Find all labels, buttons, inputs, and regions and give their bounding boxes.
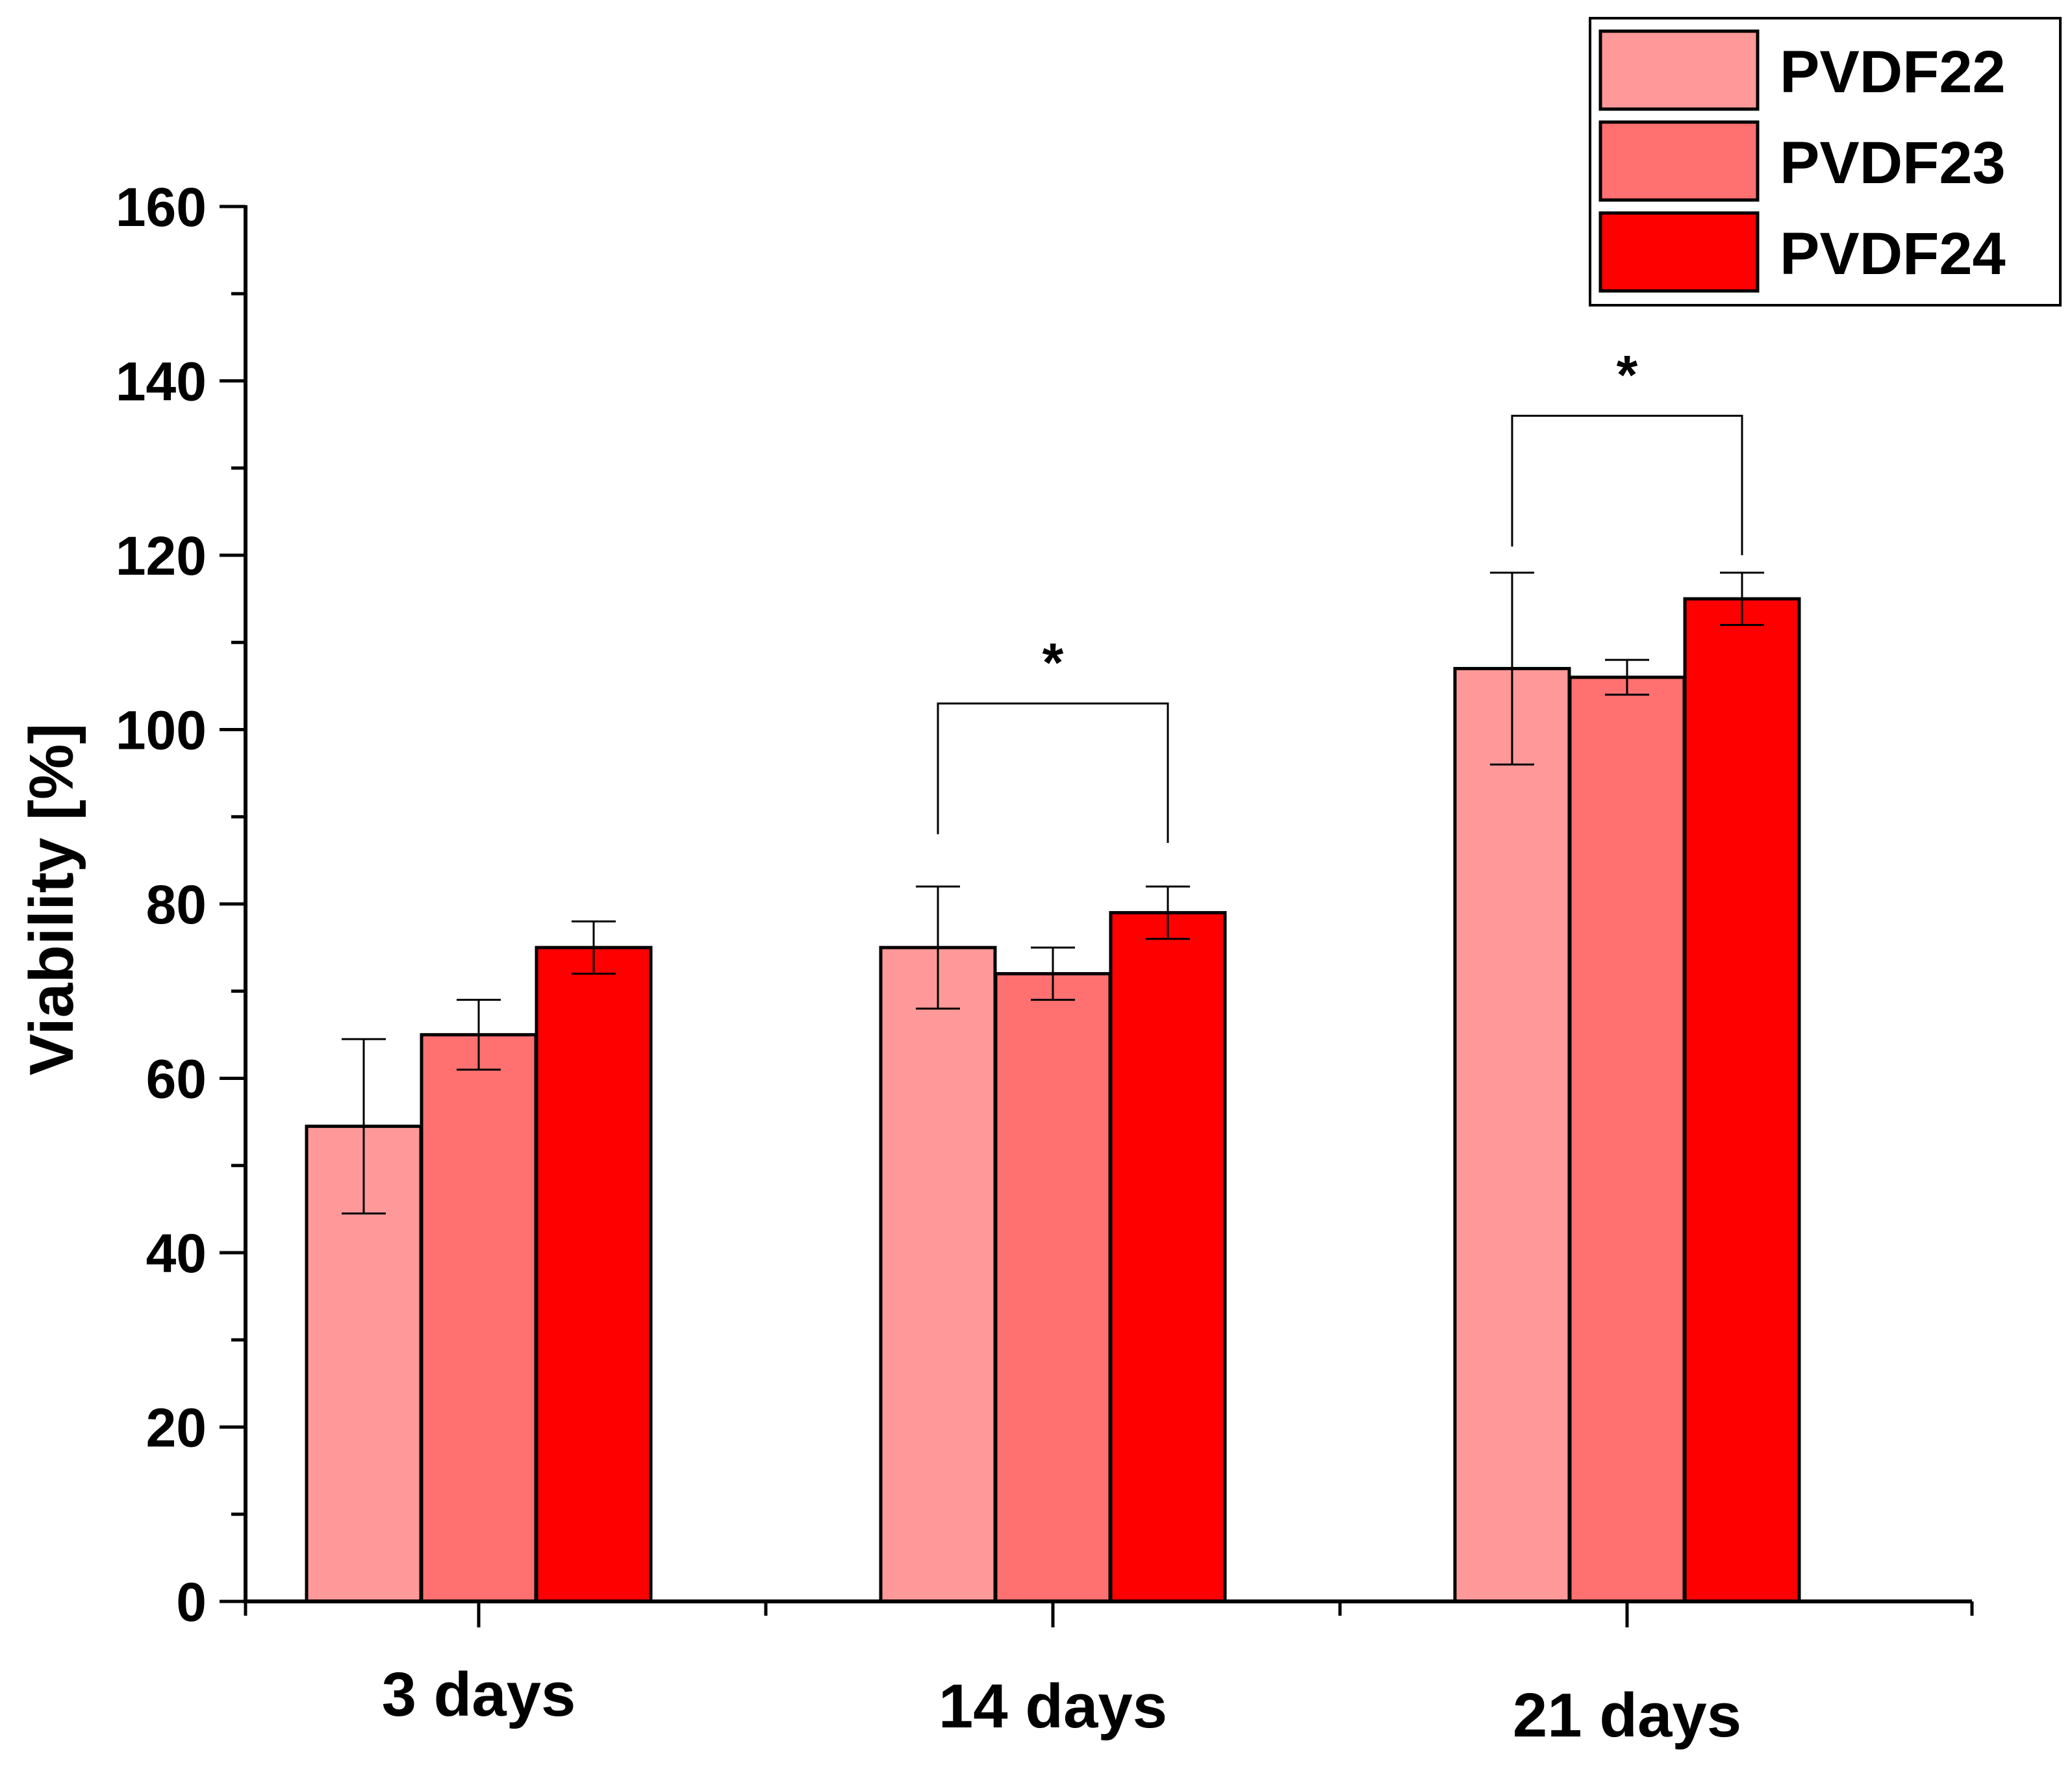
y-tick-label: 40 <box>146 1223 207 1284</box>
bar-pvdf23-2 <box>994 971 1112 1603</box>
x-tick-label: 21 days <box>1513 1681 1741 1750</box>
significance-bracket-2 <box>1511 414 1743 555</box>
y-tick-label: 80 <box>146 874 207 935</box>
y-tick-label: 0 <box>176 1572 207 1633</box>
y-tick-label: 160 <box>116 177 207 238</box>
legend-swatch-pvdf24 <box>1598 211 1760 293</box>
y-tick-label: 100 <box>116 700 207 761</box>
legend-swatch-pvdf23 <box>1598 120 1760 202</box>
bar-pvdf23-3 <box>1568 675 1686 1603</box>
bar-pvdf22-3 <box>1453 667 1571 1603</box>
bar-pvdf24-1 <box>535 946 653 1603</box>
legend-label-pvdf23: PVDF23 <box>1780 130 2006 196</box>
legend-label-pvdf24: PVDF24 <box>1780 221 2006 287</box>
bar-pvdf22-2 <box>879 946 997 1603</box>
x-tick-label: 3 days <box>382 1660 576 1729</box>
x-tick-label: 14 days <box>939 1672 1167 1741</box>
bar-pvdf24-3 <box>1683 597 1801 1603</box>
y-axis-label-group: Viability [%] <box>17 723 86 1075</box>
bar-pvdf24-2 <box>1109 910 1227 1603</box>
y-tick-label: 20 <box>146 1398 207 1459</box>
y-tick-label: 60 <box>146 1049 207 1110</box>
legend-swatch-pvdf22 <box>1598 29 1760 111</box>
significance-bracket-1 <box>937 702 1169 844</box>
significance-star-2: * <box>1617 344 1638 405</box>
significance-star-1: * <box>1042 632 1064 693</box>
bar-pvdf23-1 <box>420 1033 538 1603</box>
y-tick-label: 120 <box>116 525 207 586</box>
legend-label-pvdf22: PVDF22 <box>1780 39 2006 105</box>
y-axis-label: Viability [%] <box>17 723 86 1075</box>
y-tick-label: 140 <box>116 351 207 412</box>
